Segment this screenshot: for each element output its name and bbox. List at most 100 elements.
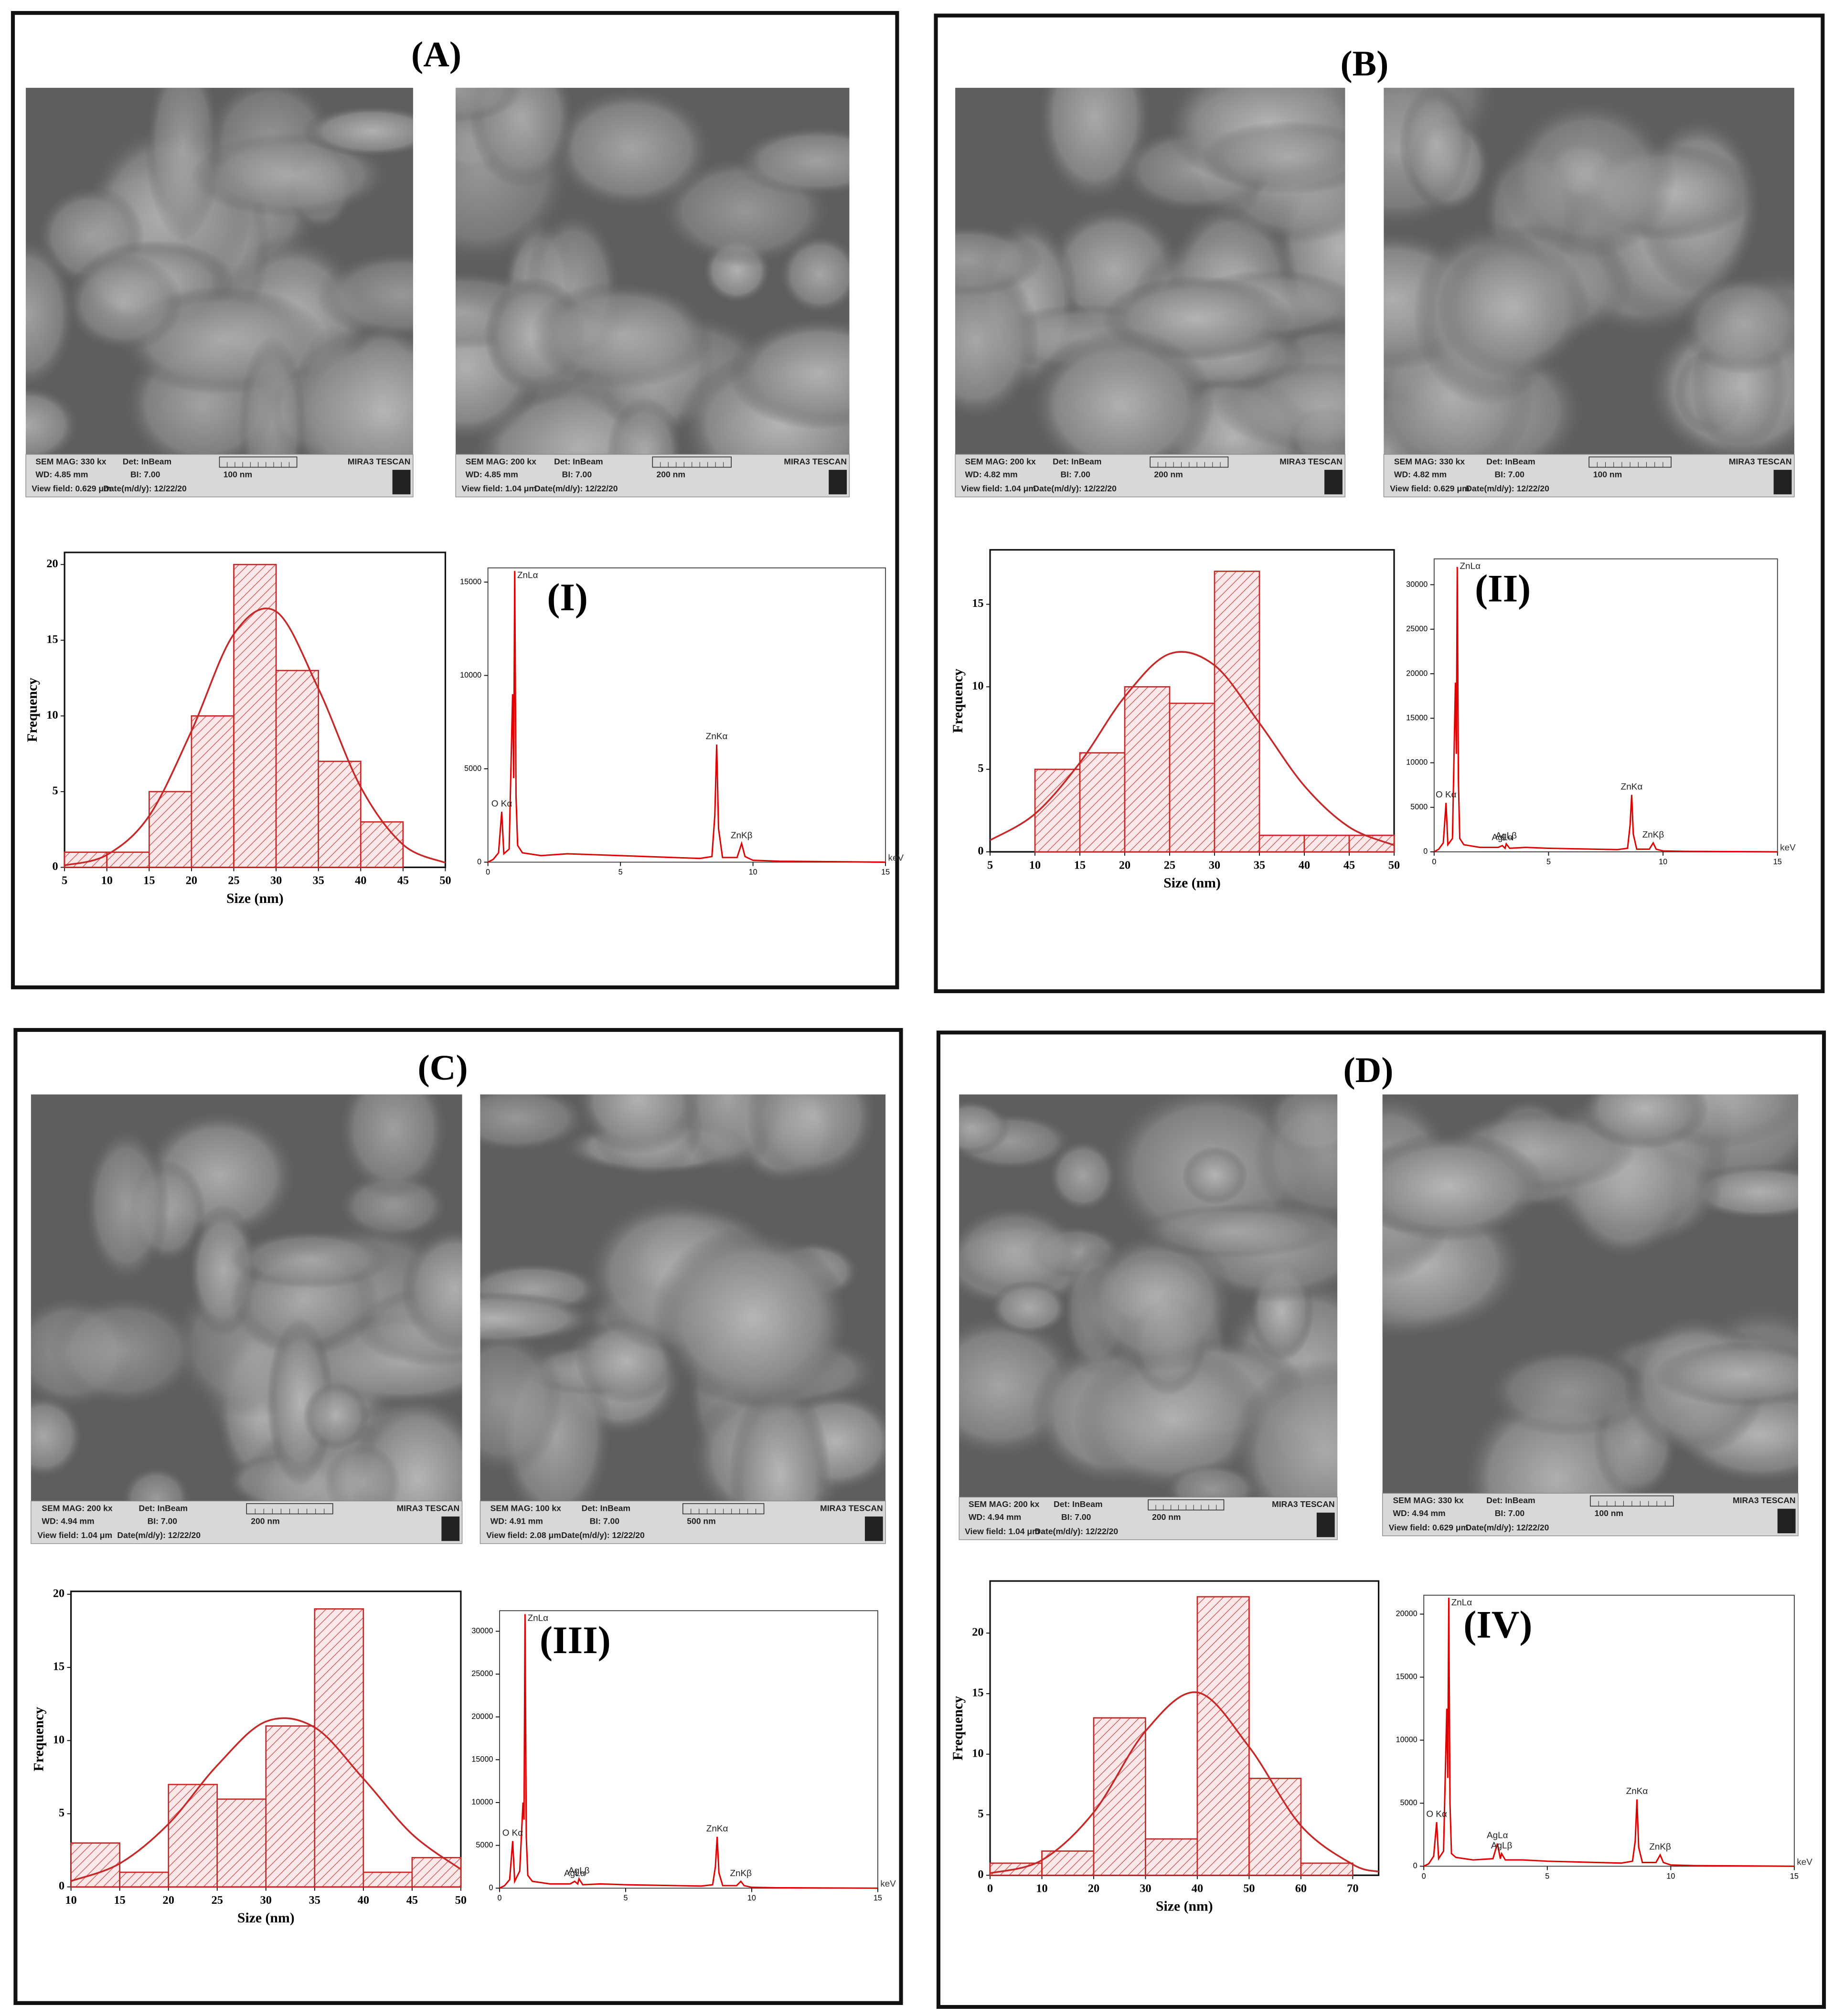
sem-grain xyxy=(26,384,81,455)
x-tick-label: 40 xyxy=(358,1894,369,1907)
y-tick-label: 5 xyxy=(978,1807,983,1820)
sem-grain xyxy=(83,1125,170,1285)
bar xyxy=(360,821,404,868)
sem-info-text: SEM MAG: 200 kx xyxy=(969,1499,1039,1509)
x-axis-unit: keV xyxy=(880,1879,896,1889)
sem-grain xyxy=(1135,1204,1332,1259)
sem-grain xyxy=(746,1094,880,1182)
sem-texture xyxy=(959,1094,1338,1497)
y-tick-label: 20 xyxy=(46,557,58,570)
peak-label: AgLα xyxy=(564,1868,586,1878)
y-tick-label: 10000 xyxy=(471,1798,493,1806)
sem-info-text: SEM MAG: 100 kx xyxy=(490,1503,561,1513)
x-tick-label: 10 xyxy=(747,1894,756,1902)
sem-grain xyxy=(26,235,77,393)
x-tick-label: 35 xyxy=(313,874,324,887)
peak-label: ZnKβ xyxy=(731,830,753,840)
sem-grain xyxy=(480,1326,563,1477)
x-tick-label: 15 xyxy=(874,1894,882,1902)
x-axis-unit: keV xyxy=(1780,843,1796,853)
y-tick-label: 0 xyxy=(52,860,58,873)
x-axis-title: Size (nm) xyxy=(1163,875,1221,891)
x-tick-label: 5 xyxy=(1545,1872,1549,1880)
sem-info-text: View field: 0.629 μm xyxy=(1389,1523,1468,1532)
sem-grain xyxy=(121,1465,192,1501)
y-tick-label: 15 xyxy=(972,597,983,610)
fit-curve xyxy=(990,651,1395,846)
x-axis-unit: keV xyxy=(888,853,904,863)
sem-info-text: MIRA3 TESCAN xyxy=(1733,1496,1796,1505)
sem-grain xyxy=(959,1204,1082,1295)
y-tick-label: 30000 xyxy=(471,1627,493,1635)
x-tick-label: 45 xyxy=(397,874,409,887)
sem-grain xyxy=(337,1094,449,1199)
y-tick-label: 30000 xyxy=(1406,580,1428,589)
sem-grain xyxy=(575,1094,701,1155)
chart-title: (I) xyxy=(547,576,588,619)
y-tick-label: 15000 xyxy=(460,577,481,586)
sem-grain xyxy=(31,1393,85,1479)
panel-frame xyxy=(934,13,1825,993)
x-tick-label: 5 xyxy=(623,1894,628,1902)
y-tick-label: 20000 xyxy=(471,1712,493,1721)
x-tick-label: 15 xyxy=(1074,859,1086,871)
spectrum-line xyxy=(1423,1598,1794,1867)
sem-info-text: 200 nm xyxy=(1154,469,1183,479)
sem-info-text: Date(m/d/y): 12/22/20 xyxy=(1466,484,1549,493)
sem-grain xyxy=(607,397,683,455)
peak-label: AgLα xyxy=(1487,1831,1508,1841)
sem-grain xyxy=(1073,1346,1271,1493)
y-axis-title: Frequency xyxy=(950,668,966,733)
sem-info-text: 200 nm xyxy=(251,1516,279,1526)
y-tick-label: 0 xyxy=(477,858,481,866)
sem-grain xyxy=(302,105,413,158)
y-axis-title: Frequency xyxy=(950,1696,966,1761)
bar xyxy=(191,715,234,868)
sem-texture xyxy=(456,87,850,455)
sem-info-text: BI: 7.00 xyxy=(1061,1512,1091,1522)
sem-info-text: MIRA3 TESCAN xyxy=(784,456,847,466)
bar xyxy=(119,1871,170,1888)
sem-texture xyxy=(1384,87,1794,455)
x-tick-label: 20 xyxy=(163,1894,174,1907)
sem-grain xyxy=(145,87,222,241)
x-tick-label: 30 xyxy=(1140,1882,1151,1895)
peak-label: ZnKα xyxy=(1626,1786,1648,1796)
sem-grain xyxy=(1079,1230,1236,1373)
sem-info-text: WD: 4.94 mm xyxy=(1393,1508,1445,1518)
sem-grain xyxy=(1048,1139,1118,1213)
sem-info-text: View field: 1.04 μm xyxy=(961,484,1036,493)
sem-logo xyxy=(1324,469,1343,495)
x-tick-label: 10 xyxy=(749,868,757,876)
x-tick-label: 0 xyxy=(987,1882,993,1895)
sem-grain xyxy=(401,1225,462,1351)
y-tick-label: 10 xyxy=(972,1747,983,1760)
y-tick-label: 20 xyxy=(972,1626,983,1639)
x-tick-label: 45 xyxy=(406,1894,418,1907)
bar xyxy=(1079,752,1126,853)
y-tick-label: 10 xyxy=(53,1733,64,1746)
sem-grain xyxy=(316,250,413,340)
peak-label: ZnLα xyxy=(1460,562,1481,572)
x-tick-label: 25 xyxy=(212,1894,223,1907)
y-tick-label: 0 xyxy=(978,845,983,858)
x-tick-label: 25 xyxy=(1164,859,1175,871)
bar xyxy=(1145,1838,1198,1876)
sem-info-text: WD: 4.94 mm xyxy=(969,1512,1021,1522)
sem-info-text: WD: 4.82 mm xyxy=(1394,469,1447,479)
sem-info-text: Det: InBeam xyxy=(1486,456,1535,466)
peak-label: ZnLα xyxy=(517,571,538,581)
sem-info-text: Det: InBeam xyxy=(582,1503,630,1513)
y-tick-label: 5 xyxy=(59,1806,64,1819)
sem-grain xyxy=(728,316,850,430)
panel-label: (C) xyxy=(418,1048,468,1088)
peak-label: O Kα xyxy=(1426,1809,1447,1819)
sem-grain xyxy=(1680,273,1794,374)
sem-info-text: Date(m/d/y): 12/22/20 xyxy=(103,484,187,493)
x-tick-label: 10 xyxy=(1659,858,1667,866)
peak-label: AgLα xyxy=(1492,833,1513,843)
sem-info-text: Date(m/d/y): 12/22/20 xyxy=(534,484,618,493)
x-axis-title: Size (nm) xyxy=(237,1910,295,1926)
y-tick-label: 15 xyxy=(972,1686,983,1699)
